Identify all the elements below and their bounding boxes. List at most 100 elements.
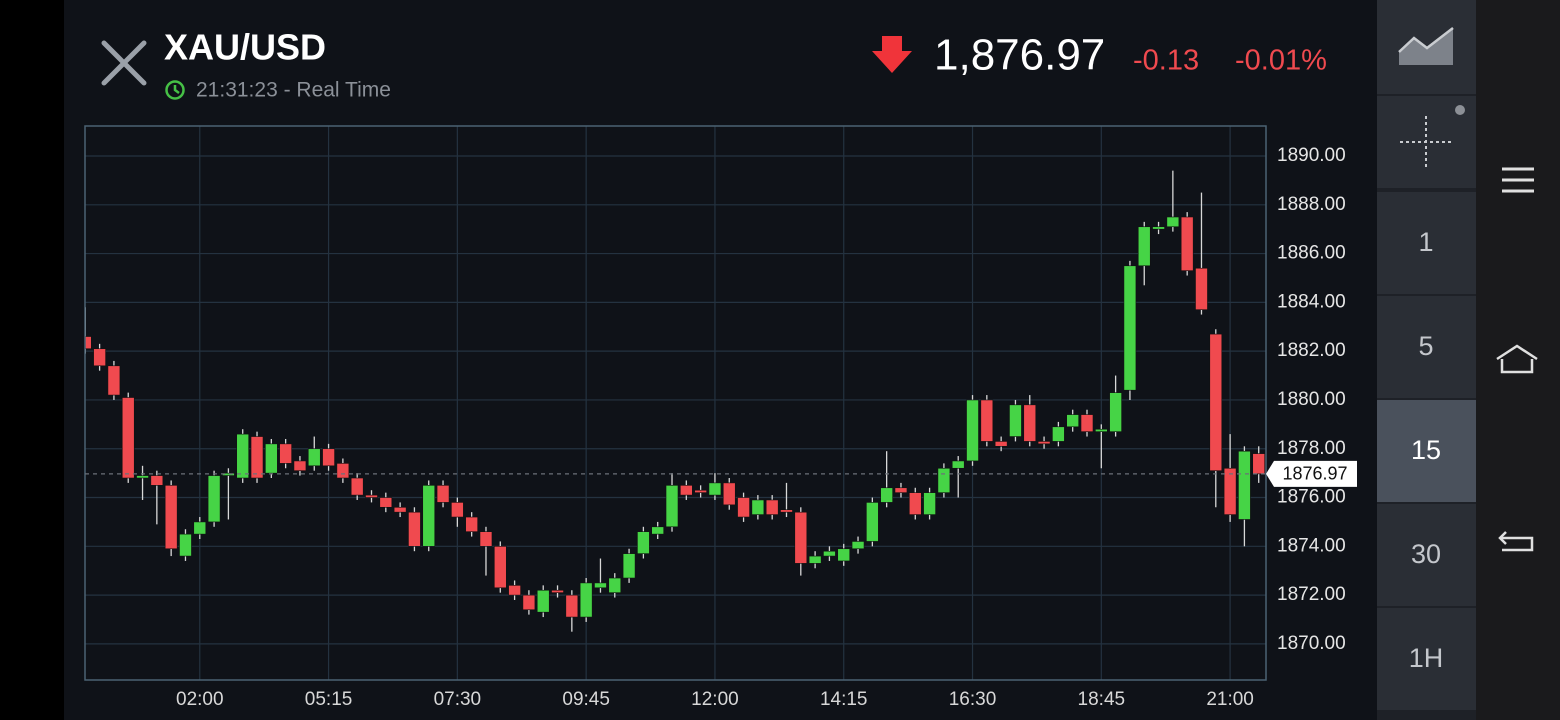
candle-body xyxy=(1223,467,1237,515)
interval-label: 30 xyxy=(1411,539,1441,569)
chart-type-button[interactable] xyxy=(1377,0,1476,94)
candle-body xyxy=(651,526,665,535)
candle-body xyxy=(307,448,321,467)
candle-body xyxy=(493,546,507,589)
interval-button[interactable]: 30 xyxy=(1377,504,1476,606)
candles xyxy=(85,170,1266,632)
menu-button[interactable] xyxy=(1502,167,1534,193)
candle-body xyxy=(365,494,378,498)
candle-body xyxy=(722,482,736,506)
x-tick-label: 21:00 xyxy=(1206,689,1254,710)
candle-body xyxy=(966,399,979,462)
candle-body xyxy=(608,577,622,593)
current-price-label: 1876.97 xyxy=(1282,464,1347,484)
candle-body xyxy=(680,485,693,496)
candle-body xyxy=(823,550,836,557)
candle-body xyxy=(1009,404,1022,437)
back-button[interactable] xyxy=(1498,531,1534,552)
interval-background xyxy=(1377,608,1476,710)
candle-body xyxy=(322,448,335,467)
candle-body xyxy=(780,509,793,513)
candle-body xyxy=(93,348,106,367)
current-price-tag xyxy=(1266,460,1357,487)
main-panel xyxy=(64,0,1377,720)
x-tick-label: 18:45 xyxy=(1078,689,1126,710)
y-tick-label: 1878.00 xyxy=(1277,438,1346,459)
candle-body xyxy=(851,541,865,550)
candle-body xyxy=(551,589,564,593)
candle-body xyxy=(866,502,879,542)
candle-body xyxy=(408,511,421,547)
candle-body xyxy=(1052,426,1065,442)
interval-button[interactable]: 1H xyxy=(1377,608,1476,710)
y-tick-label: 1880.00 xyxy=(1277,389,1346,410)
y-tick-label: 1874.00 xyxy=(1277,535,1346,556)
plot-frame xyxy=(84,125,1267,681)
candle-body xyxy=(1095,428,1108,432)
y-tick-label: 1886.00 xyxy=(1277,243,1346,264)
candle-body xyxy=(708,482,722,496)
candle-body xyxy=(751,499,765,515)
price: 1,876.97 xyxy=(934,31,1105,80)
candle-body xyxy=(737,497,750,518)
down-arrow xyxy=(872,36,912,73)
candle-body xyxy=(622,553,636,579)
x-tick-label: 07:30 xyxy=(434,689,482,710)
candle-body xyxy=(765,499,779,515)
close-button[interactable] xyxy=(101,40,147,86)
symbol-title: XAU/USD xyxy=(164,27,326,68)
y-tick-label: 1872.00 xyxy=(1277,584,1346,605)
candle-body xyxy=(193,521,207,535)
candle-body xyxy=(236,433,250,479)
candle-body xyxy=(1037,441,1051,445)
candle-body xyxy=(1209,333,1223,471)
x-tick-label: 05:15 xyxy=(305,689,353,710)
crosshair-button[interactable] xyxy=(1377,96,1476,188)
candle-body xyxy=(794,511,808,564)
y-tick-label: 1890.00 xyxy=(1277,145,1346,166)
candle-body xyxy=(250,436,264,479)
candle-body xyxy=(393,506,407,513)
candle-body xyxy=(665,485,679,528)
x-tick-label: 09:45 xyxy=(562,689,610,710)
candle-body xyxy=(980,399,994,442)
interval-button[interactable]: 15 xyxy=(1377,400,1476,502)
y-tick-label: 1876.00 xyxy=(1277,487,1346,508)
candle-body xyxy=(951,460,965,469)
candle-body xyxy=(422,485,436,547)
candle-body xyxy=(1137,226,1151,267)
change: -0.13 xyxy=(1133,45,1199,77)
candle-body xyxy=(436,485,450,503)
interval-button[interactable]: 5 xyxy=(1377,296,1476,398)
candle-body xyxy=(465,516,478,532)
interval-background xyxy=(1377,504,1476,606)
candle-body xyxy=(107,365,121,396)
candle-body xyxy=(1080,414,1094,432)
y-tick-label: 1870.00 xyxy=(1277,633,1346,654)
candle-body xyxy=(1109,392,1122,432)
candle-body xyxy=(1066,414,1079,428)
candle-body xyxy=(164,485,178,550)
candle-body xyxy=(522,594,536,611)
candle-body xyxy=(207,475,221,523)
candle-body xyxy=(536,589,550,613)
interval-label: 5 xyxy=(1418,331,1433,361)
candle-body xyxy=(694,489,707,493)
x-tick-label: 16:30 xyxy=(949,689,997,710)
interval-button[interactable]: 1 xyxy=(1377,192,1476,294)
time-label: 21:31:23 - Real Time xyxy=(196,79,391,102)
interval-label: 15 xyxy=(1411,435,1441,465)
candle-body xyxy=(637,531,650,554)
y-tick-label: 1884.00 xyxy=(1277,291,1346,312)
candle-body xyxy=(908,492,922,515)
home-button[interactable] xyxy=(1496,344,1538,374)
candle-body xyxy=(808,555,822,564)
axis-labels: 1870.00 1872.00 1874.00 1876.00 1878.00 1880.… xyxy=(85,145,1357,710)
x-tick-label: 14:15 xyxy=(820,689,868,710)
candle-body xyxy=(594,582,607,589)
interval-background xyxy=(1377,296,1476,398)
y-tick-label: 1882.00 xyxy=(1277,340,1346,361)
candle-body xyxy=(1123,265,1137,391)
candle-body xyxy=(1166,216,1180,228)
